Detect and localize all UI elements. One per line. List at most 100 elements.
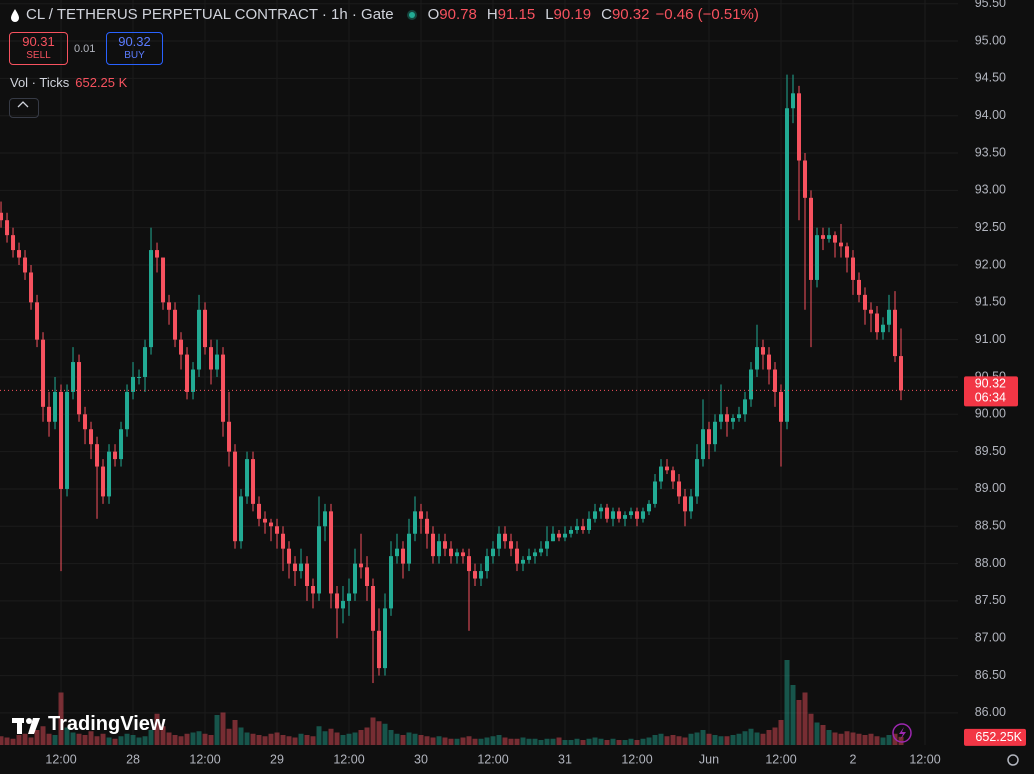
candle-body: [719, 414, 724, 422]
volume-bar: [28, 737, 34, 745]
candle-body: [821, 235, 826, 239]
candle-body: [551, 533, 556, 542]
candle-body: [143, 347, 148, 377]
candle-body: [89, 429, 94, 445]
volume-bar: [688, 733, 694, 745]
candle-body: [47, 406, 52, 422]
settings-icon[interactable]: [1007, 754, 1019, 766]
legend-header: CL / TETHERUS PERPETUAL CONTRACT · 1h · …: [10, 6, 759, 23]
volume-bar: [178, 736, 184, 745]
candle-body: [875, 313, 880, 333]
candle-body: [605, 507, 610, 519]
x-tick-label: 2: [850, 752, 857, 766]
candle-body: [593, 511, 598, 519]
y-tick-label: 86.00: [975, 705, 1006, 719]
collapse-button[interactable]: [9, 98, 39, 118]
volume-bar: [670, 735, 676, 745]
volume-bar: [736, 733, 742, 745]
volume-bar: [838, 733, 844, 745]
candle-body: [809, 197, 814, 280]
volume-bar: [424, 736, 430, 745]
candle-body: [59, 391, 64, 489]
buy-label: BUY: [124, 49, 145, 61]
volume-bar: [16, 735, 22, 745]
volume-bar: [22, 733, 28, 745]
volume-bar: [400, 735, 406, 745]
volume-bar: [754, 732, 760, 745]
candle-body: [851, 257, 856, 280]
volume-bar: [406, 732, 412, 745]
candle-body: [251, 459, 256, 504]
candle-body: [287, 548, 292, 564]
volume-bar: [76, 733, 82, 745]
volume-bar: [706, 733, 712, 745]
logo-icon: [12, 718, 40, 734]
volume-bar: [436, 736, 442, 745]
volume-bar: [142, 736, 148, 745]
candle-body: [791, 93, 796, 109]
volume-value: 652.25 K: [75, 75, 128, 90]
candle-body: [419, 511, 424, 519]
candle-body: [179, 339, 184, 355]
volume-bar: [82, 735, 88, 745]
candle-body: [773, 369, 778, 392]
volume-bar: [586, 738, 592, 745]
candle-body: [539, 548, 544, 553]
volume-bar: [514, 738, 520, 745]
volume-bar: [370, 717, 376, 745]
volume-bar: [94, 736, 100, 745]
candle-body: [725, 414, 730, 422]
y-tick-label: 86.50: [975, 668, 1006, 682]
candle-body: [503, 533, 508, 542]
volume-bar: [694, 732, 700, 745]
candle-body: [527, 556, 532, 560]
sell-button[interactable]: 90.31 SELL: [9, 32, 68, 65]
candle-body: [53, 391, 58, 422]
candle-body: [185, 354, 190, 392]
volume-bar: [874, 736, 880, 745]
candle-body: [515, 548, 520, 564]
ohlc-label: O: [427, 6, 440, 23]
candle-body: [11, 235, 16, 251]
candle-body: [437, 541, 442, 557]
candle-body: [35, 302, 40, 340]
volume-bar: [430, 737, 436, 745]
volume-bar: [160, 726, 166, 745]
candle-body: [803, 160, 808, 198]
volume-bar: [262, 736, 268, 745]
logo: TradingView: [48, 713, 166, 735]
volume-bar: [832, 732, 838, 745]
y-tick-label: 87.50: [975, 593, 1006, 607]
candle-body: [839, 242, 844, 247]
candle-body: [713, 421, 718, 445]
volume-bar: [232, 720, 238, 745]
volume-bar: [538, 740, 544, 745]
candle-body: [797, 93, 802, 161]
x-tick-label: 12:00: [189, 752, 220, 766]
symbol[interactable]: CL / TETHERUS PERPETUAL CONTRACT · 1h · …: [26, 6, 394, 23]
candle-body: [689, 496, 694, 512]
candle-body: [215, 354, 220, 370]
volume-bar: [598, 738, 604, 745]
candle-body: [71, 362, 76, 392]
volume-bar: [130, 735, 136, 745]
candle-body: [755, 347, 760, 370]
volume-bar: [796, 700, 802, 745]
volume-bar: [10, 738, 16, 745]
x-tick-label: 12:00: [909, 752, 940, 766]
candle-body: [749, 369, 754, 400]
volume-bar: [850, 732, 856, 745]
volume-bar: [292, 737, 298, 745]
volume-bar: [346, 733, 352, 745]
volume-bar: [790, 685, 796, 745]
buy-button[interactable]: 90.32 BUY: [106, 32, 163, 65]
volume-bar: [472, 738, 478, 745]
candle-body: [623, 515, 628, 519]
candle-body: [329, 511, 334, 594]
volume-bar: [280, 735, 286, 745]
candle-body: [887, 309, 892, 325]
volume-bar: [136, 737, 142, 745]
candle-body: [389, 556, 394, 609]
candle-body: [161, 257, 166, 303]
alert-icon[interactable]: [892, 723, 912, 743]
